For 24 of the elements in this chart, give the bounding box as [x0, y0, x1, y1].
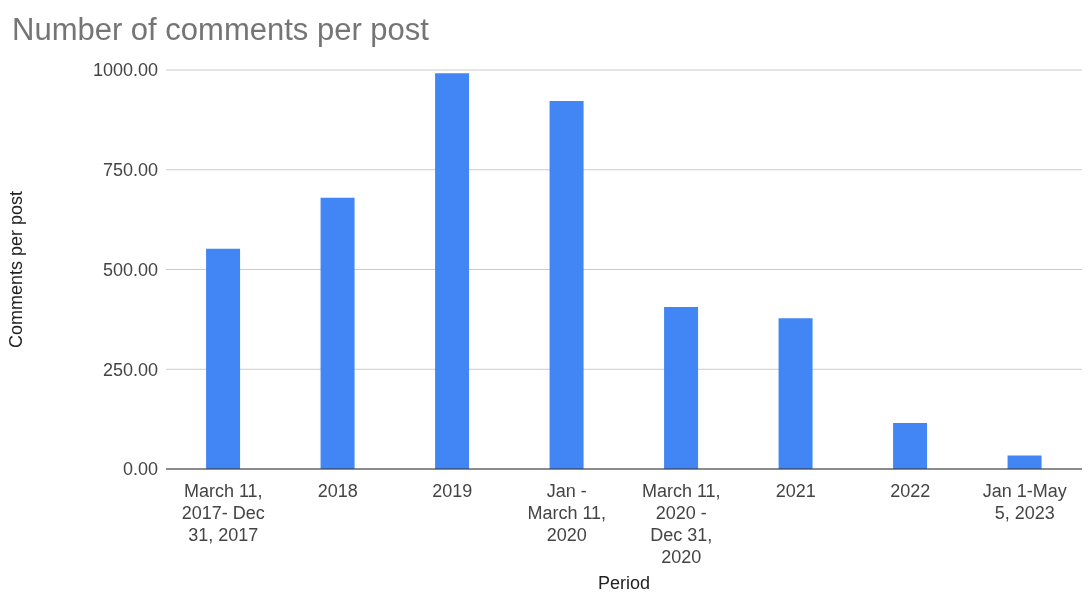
x-tick-label: 2018: [317, 481, 358, 501]
x-tick-label: March 11, 2020 - Dec 31, 2020: [641, 481, 721, 567]
x-tick-label: Jan 1-May 5, 2023: [982, 481, 1067, 523]
y-tick-label: 1000.00: [92, 60, 158, 81]
y-tick-label: 0.00: [122, 459, 158, 480]
x-tick-label: 2022: [890, 481, 931, 501]
x-tick-label: March 11, 2017- Dec 31, 2017: [181, 481, 265, 545]
bar: [664, 307, 699, 469]
y-axis-title: Comments per post: [6, 190, 27, 349]
y-tick-label: 250.00: [102, 359, 158, 380]
y-tick-label: 750.00: [102, 160, 158, 181]
chart-title: Number of comments per post: [12, 12, 429, 48]
x-axis-title: Period: [597, 573, 651, 593]
bar: [435, 73, 470, 469]
bar: [206, 248, 241, 469]
bar: [893, 423, 928, 469]
bar: [778, 318, 813, 469]
bar: [1007, 455, 1042, 469]
x-tick-label: 2019: [432, 481, 473, 501]
bar: [549, 101, 584, 469]
x-tick-label: Jan - March 11, 2020: [527, 481, 607, 545]
x-tick-label: 2021: [775, 481, 816, 501]
y-tick-label: 500.00: [102, 259, 158, 280]
bar: [320, 197, 355, 469]
